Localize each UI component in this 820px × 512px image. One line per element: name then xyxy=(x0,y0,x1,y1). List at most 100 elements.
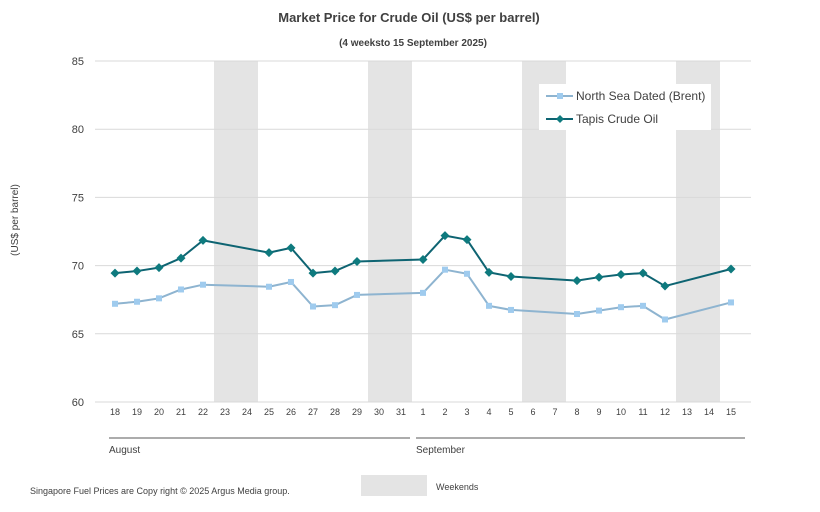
x-tick-label: 21 xyxy=(176,407,186,417)
month-group-label: August xyxy=(109,445,140,456)
data-point-brent xyxy=(310,303,316,310)
weekend-band xyxy=(214,61,258,402)
x-tick-label: 25 xyxy=(264,407,274,417)
legend-label-brent: North Sea Dated (Brent) xyxy=(576,89,705,103)
data-point-brent xyxy=(508,306,514,313)
x-tick-label: 20 xyxy=(154,407,164,417)
data-point-brent xyxy=(134,298,140,305)
data-point-brent xyxy=(574,311,580,318)
data-point-brent xyxy=(618,304,624,311)
x-tick-label: 28 xyxy=(330,407,340,417)
legend-marker-tapis xyxy=(556,115,564,123)
data-point-tapis xyxy=(198,235,208,245)
data-point-brent xyxy=(354,291,360,298)
data-point-tapis xyxy=(484,267,494,277)
x-tick-label: 5 xyxy=(508,407,513,417)
x-tick-label: 9 xyxy=(596,407,601,417)
x-tick-label: 24 xyxy=(242,407,252,417)
x-tick-label: 29 xyxy=(352,407,362,417)
data-point-tapis xyxy=(506,272,516,282)
x-tick-label: 31 xyxy=(396,407,406,417)
x-tick-label: 3 xyxy=(464,407,469,417)
legend: North Sea Dated (Brent) Tapis Crude Oil xyxy=(539,84,711,130)
data-point-brent xyxy=(596,307,602,314)
data-point-brent xyxy=(288,278,294,285)
legend-box xyxy=(539,84,711,130)
weekend-band xyxy=(368,61,412,402)
grid-lines xyxy=(95,60,751,403)
y-axis-ticks: 60 65 70 75 80 85 xyxy=(72,56,84,409)
data-point-tapis xyxy=(660,281,670,291)
copyright-note: Singapore Fuel Prices are Copy right © 2… xyxy=(30,486,290,496)
x-tick-label: 6 xyxy=(530,407,535,417)
data-point-brent xyxy=(442,266,448,273)
data-point-tapis xyxy=(594,272,604,282)
y-tick-label: 80 xyxy=(72,124,84,136)
month-groups: August September xyxy=(109,437,745,456)
weekends-legend-label: Weekends xyxy=(436,482,479,492)
data-point-brent xyxy=(112,300,118,307)
x-tick-label: 11 xyxy=(638,407,647,417)
data-point-brent xyxy=(464,270,470,277)
data-point-tapis xyxy=(154,263,164,273)
data-point-tapis xyxy=(638,268,648,278)
data-point-brent xyxy=(200,281,206,288)
y-tick-label: 60 xyxy=(72,397,84,409)
x-tick-label: 13 xyxy=(682,407,692,417)
data-point-tapis xyxy=(418,254,428,264)
data-point-brent xyxy=(662,316,668,323)
x-tick-label: 22 xyxy=(198,407,208,417)
data-point-tapis xyxy=(308,268,318,278)
data-point-brent xyxy=(332,302,338,309)
y-tick-label: 75 xyxy=(72,192,84,204)
x-tick-label: 30 xyxy=(374,407,384,417)
data-point-tapis xyxy=(440,231,450,241)
data-point-tapis xyxy=(572,276,582,286)
weekends-legend-swatch xyxy=(361,475,427,496)
y-axis-label: (US$ per barrel) xyxy=(10,184,21,256)
legend-marker-brent xyxy=(557,93,563,99)
x-tick-label: 26 xyxy=(286,407,296,417)
data-point-tapis xyxy=(330,266,340,276)
data-point-brent xyxy=(486,302,492,309)
x-tick-label: 19 xyxy=(132,407,142,417)
y-tick-label: 85 xyxy=(72,56,84,68)
data-point-brent xyxy=(156,295,162,302)
data-point-tapis xyxy=(110,268,120,278)
x-tick-label: 14 xyxy=(704,407,714,417)
x-tick-label: 2 xyxy=(442,407,447,417)
data-point-tapis xyxy=(286,243,296,253)
data-point-brent xyxy=(640,302,646,309)
month-group-label: September xyxy=(416,445,466,456)
x-tick-label: 8 xyxy=(574,407,579,417)
data-point-brent xyxy=(420,289,426,296)
x-tick-label: 15 xyxy=(726,407,736,417)
x-tick-label: 27 xyxy=(308,407,318,417)
x-axis-ticks: 18 19 20 21 22 23 24 25 26 27 28 29 30 31 1 2 3 4 5 6 7 8 9 10 1… xyxy=(110,407,736,417)
x-tick-label: 7 xyxy=(552,407,557,417)
data-point-brent xyxy=(178,286,184,293)
x-tick-label: 4 xyxy=(486,407,491,417)
chart-subtitle: (4 weeksto 15 September 2025) xyxy=(339,38,487,49)
data-point-tapis xyxy=(132,266,142,276)
y-tick-label: 65 xyxy=(72,329,84,341)
x-tick-label: 10 xyxy=(616,407,626,417)
x-tick-label: 18 xyxy=(110,407,120,417)
data-point-brent xyxy=(728,299,734,306)
series-layer xyxy=(110,231,736,323)
data-point-brent xyxy=(266,283,272,290)
legend-label-tapis: Tapis Crude Oil xyxy=(576,112,658,126)
x-tick-label: 1 xyxy=(420,407,425,417)
x-tick-label: 23 xyxy=(220,407,230,417)
data-point-tapis xyxy=(462,235,472,245)
y-tick-label: 70 xyxy=(72,261,84,273)
x-tick-label: 12 xyxy=(660,407,670,417)
chart-title: Market Price for Crude Oil (US$ per barr… xyxy=(278,10,540,25)
data-point-tapis xyxy=(176,253,186,263)
data-point-tapis xyxy=(616,269,626,279)
data-point-tapis xyxy=(264,248,274,258)
data-point-tapis xyxy=(726,264,736,274)
data-point-tapis xyxy=(352,257,362,267)
